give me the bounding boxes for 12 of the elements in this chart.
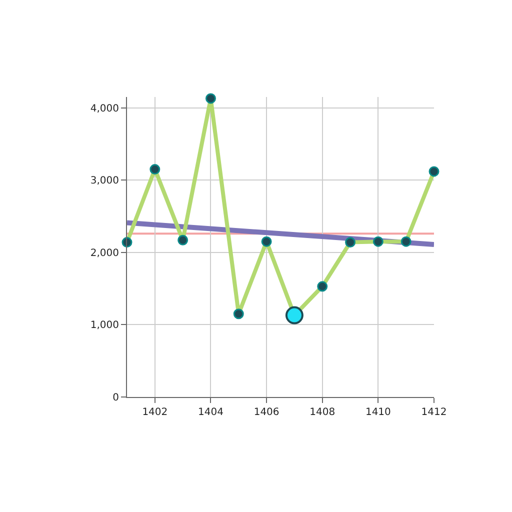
x-tick-label: 1408 — [310, 407, 336, 418]
y-tick-label: 0 — [112, 392, 119, 404]
y-tick-label: 2,000 — [90, 248, 119, 259]
point — [285, 306, 304, 324]
y-tick-label: 3,000 — [90, 176, 119, 187]
x-tick-label: 1412 — [421, 407, 447, 418]
x-tick-label: 1406 — [254, 407, 280, 418]
x-tick-label: 1402 — [142, 407, 168, 418]
y-tick-label: 4,000 — [90, 103, 119, 114]
x-tick-label: 1404 — [198, 407, 224, 418]
x-tick-label: 1410 — [365, 407, 391, 418]
y-tick-label: 1,000 — [90, 320, 119, 332]
